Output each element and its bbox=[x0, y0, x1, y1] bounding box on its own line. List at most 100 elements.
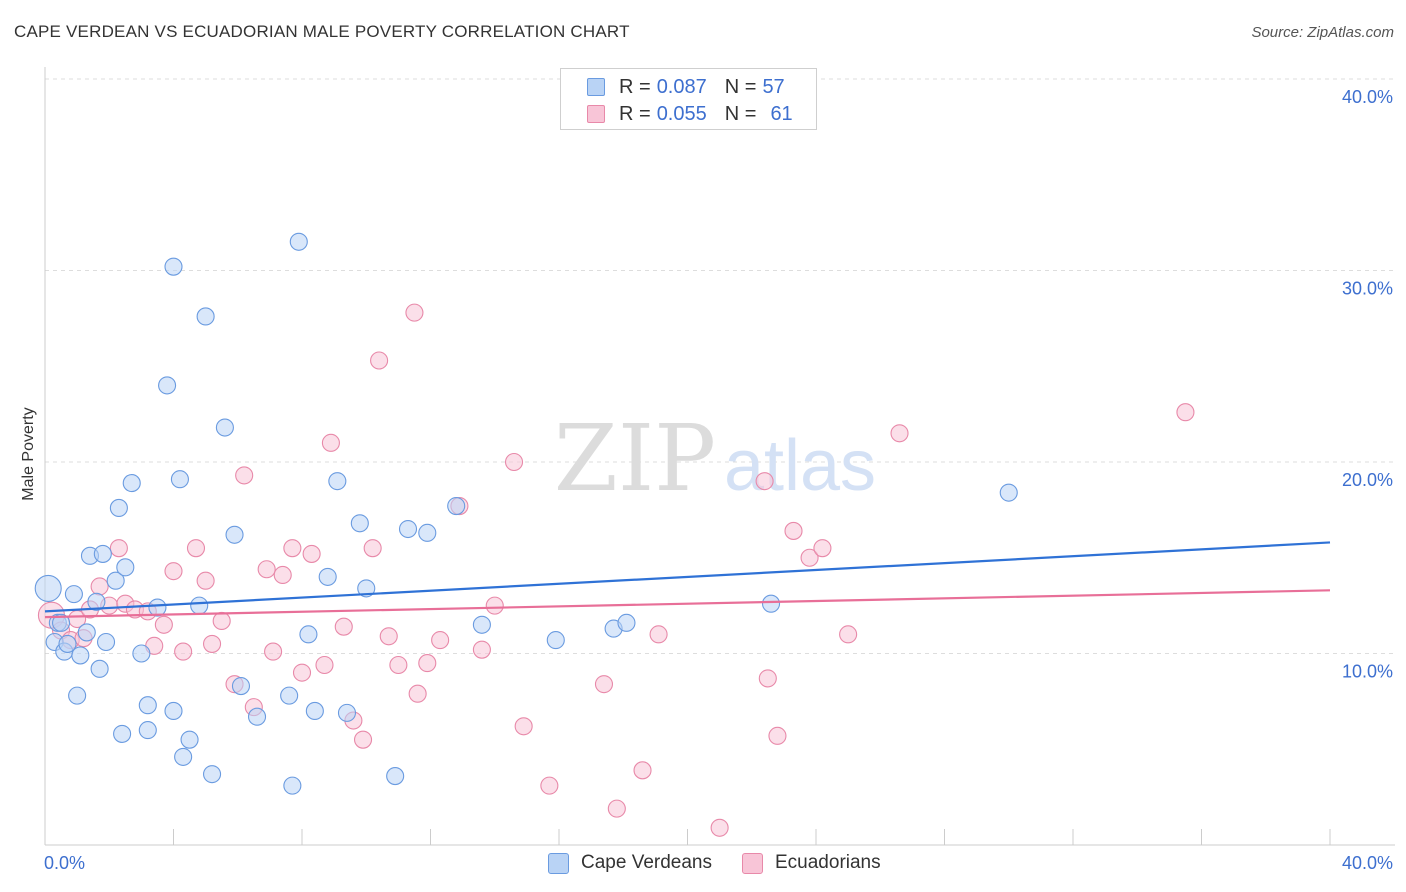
trend-lines bbox=[44, 541, 1331, 619]
ecuadorian-point bbox=[174, 642, 193, 661]
cape-verdean-point bbox=[87, 592, 106, 611]
ecuadorian-trend-line bbox=[44, 589, 1331, 619]
ecuadorian-point bbox=[540, 776, 559, 795]
ecuadorian-point bbox=[321, 433, 340, 452]
y-tick-label: 30.0% bbox=[1342, 279, 1393, 299]
cape-verdean-point bbox=[77, 623, 96, 642]
cape-verdean-point bbox=[122, 474, 141, 493]
cape-verdean-point bbox=[418, 523, 437, 542]
cape-verdean-point bbox=[180, 730, 199, 749]
cape-verdean-point bbox=[164, 257, 183, 276]
ecuadorian-point bbox=[363, 539, 382, 558]
cape-verdean-point bbox=[58, 634, 77, 653]
cape-verdean-point bbox=[148, 598, 167, 617]
cape-verdean-point bbox=[447, 496, 466, 516]
watermark-zip: ZIP bbox=[554, 405, 716, 512]
ecuadorian-point bbox=[607, 799, 626, 818]
series-legend-cape-verdeans[interactable]: Cape Verdeans bbox=[548, 852, 712, 874]
series-swatch-blue bbox=[548, 852, 569, 874]
cape-verdean-point bbox=[472, 615, 491, 634]
watermark-atlas: atlas bbox=[724, 426, 876, 506]
legend-n-value: 57 bbox=[762, 75, 785, 98]
cape-verdean-point bbox=[132, 644, 151, 663]
cape-verdean-point bbox=[93, 544, 112, 563]
cape-verdean-point bbox=[106, 571, 125, 590]
legend-row-ecuadorian: R = 0.055 N = 61 bbox=[587, 101, 793, 127]
cape-verdean-point bbox=[546, 631, 565, 650]
cape-verdean-point bbox=[190, 596, 209, 615]
grid-lines bbox=[45, 78, 1395, 654]
x-tick-label: 40.0% bbox=[1342, 853, 1393, 873]
cape-verdean-point bbox=[357, 579, 376, 598]
ecuadorian-point bbox=[264, 642, 283, 661]
ecuadorian-point bbox=[485, 596, 504, 615]
ecuadorian-point bbox=[1176, 403, 1195, 422]
ecuadorian-point bbox=[370, 351, 389, 370]
series-swatch-pink bbox=[742, 852, 763, 874]
ecuadorian-point bbox=[504, 452, 524, 472]
ecuadorian-point bbox=[839, 625, 858, 644]
y-tick-label: 40.0% bbox=[1342, 87, 1393, 107]
cape-verdean-point bbox=[289, 232, 308, 251]
tick-labels: 10.0% 20.0% 30.0% 40.0% 0.0% 40.0% bbox=[44, 87, 1393, 873]
legend-swatch-pink bbox=[587, 105, 605, 123]
ecuadorian-point bbox=[418, 654, 437, 673]
ecuadorian-point bbox=[890, 424, 909, 443]
cape-verdean-point bbox=[138, 696, 157, 715]
cape-verdean-point bbox=[52, 613, 71, 632]
cape-verdean-point bbox=[280, 686, 299, 705]
ecuadorian-point bbox=[408, 684, 427, 703]
legend-n-label: N = bbox=[724, 75, 757, 98]
ecuadorian-points bbox=[37, 303, 1195, 837]
cape-verdean-point bbox=[617, 613, 636, 632]
cape-verdean-point bbox=[113, 724, 132, 743]
cape-verdean-point bbox=[386, 767, 405, 786]
ecuadorian-point bbox=[710, 818, 729, 837]
cape-verdean-point bbox=[116, 558, 135, 577]
cape-verdean-point bbox=[299, 625, 318, 644]
ecuadorian-point bbox=[431, 631, 450, 650]
ecuadorian-point bbox=[283, 539, 302, 558]
cape-verdean-point bbox=[328, 472, 347, 491]
ecuadorian-point bbox=[315, 655, 334, 675]
axes bbox=[44, 67, 1395, 846]
ecuadorian-point bbox=[196, 571, 215, 590]
cape-verdean-point bbox=[398, 519, 418, 539]
ecuadorian-point bbox=[212, 611, 231, 630]
source-label: Source: ZipAtlas.com bbox=[1251, 24, 1394, 41]
correlation-legend: R = 0.087 N = 57 R = 0.055 N = 61 bbox=[560, 68, 817, 130]
ecuadorian-point bbox=[649, 625, 668, 644]
ecuadorian-point bbox=[514, 717, 533, 736]
cape-verdean-point bbox=[96, 632, 116, 652]
series-legend-ecuadorians[interactable]: Ecuadorians bbox=[742, 852, 881, 874]
chart-title: CAPE VERDEAN VS ECUADORIAN MALE POVERTY … bbox=[14, 22, 630, 41]
ecuadorian-point bbox=[203, 634, 222, 653]
cape-verdean-point bbox=[350, 514, 369, 533]
cape-verdean-point bbox=[283, 776, 302, 795]
cape-verdean-points bbox=[34, 232, 1018, 795]
legend-swatch-blue bbox=[587, 78, 605, 96]
ecuadorian-point bbox=[273, 565, 292, 585]
y-tick-label: 20.0% bbox=[1342, 470, 1393, 490]
legend-n-value: 61 bbox=[770, 102, 793, 125]
ecuadorian-point bbox=[164, 562, 183, 581]
cape-verdean-point bbox=[337, 703, 357, 722]
ecuadorian-point bbox=[186, 539, 206, 558]
ecuadorian-point bbox=[800, 548, 819, 567]
ecuadorian-point bbox=[235, 466, 254, 485]
ecuadorian-point bbox=[257, 560, 276, 579]
ecuadorian-point bbox=[292, 663, 312, 682]
cape-verdean-point bbox=[109, 498, 128, 518]
cape-verdean-point bbox=[68, 686, 87, 705]
ecuadorian-point bbox=[472, 640, 491, 659]
cape-verdean-point bbox=[247, 707, 267, 726]
cape-verdean-point bbox=[158, 376, 177, 395]
cape-verdean-point bbox=[215, 418, 234, 437]
ecuadorian-point bbox=[813, 539, 832, 558]
cape-verdean-point bbox=[305, 701, 324, 721]
cape-verdean-point bbox=[231, 677, 251, 696]
cape-verdean-point bbox=[761, 594, 781, 613]
legend-r-label: R = bbox=[619, 75, 651, 98]
cape-verdean-point bbox=[90, 659, 109, 678]
ecuadorian-point bbox=[154, 615, 173, 634]
